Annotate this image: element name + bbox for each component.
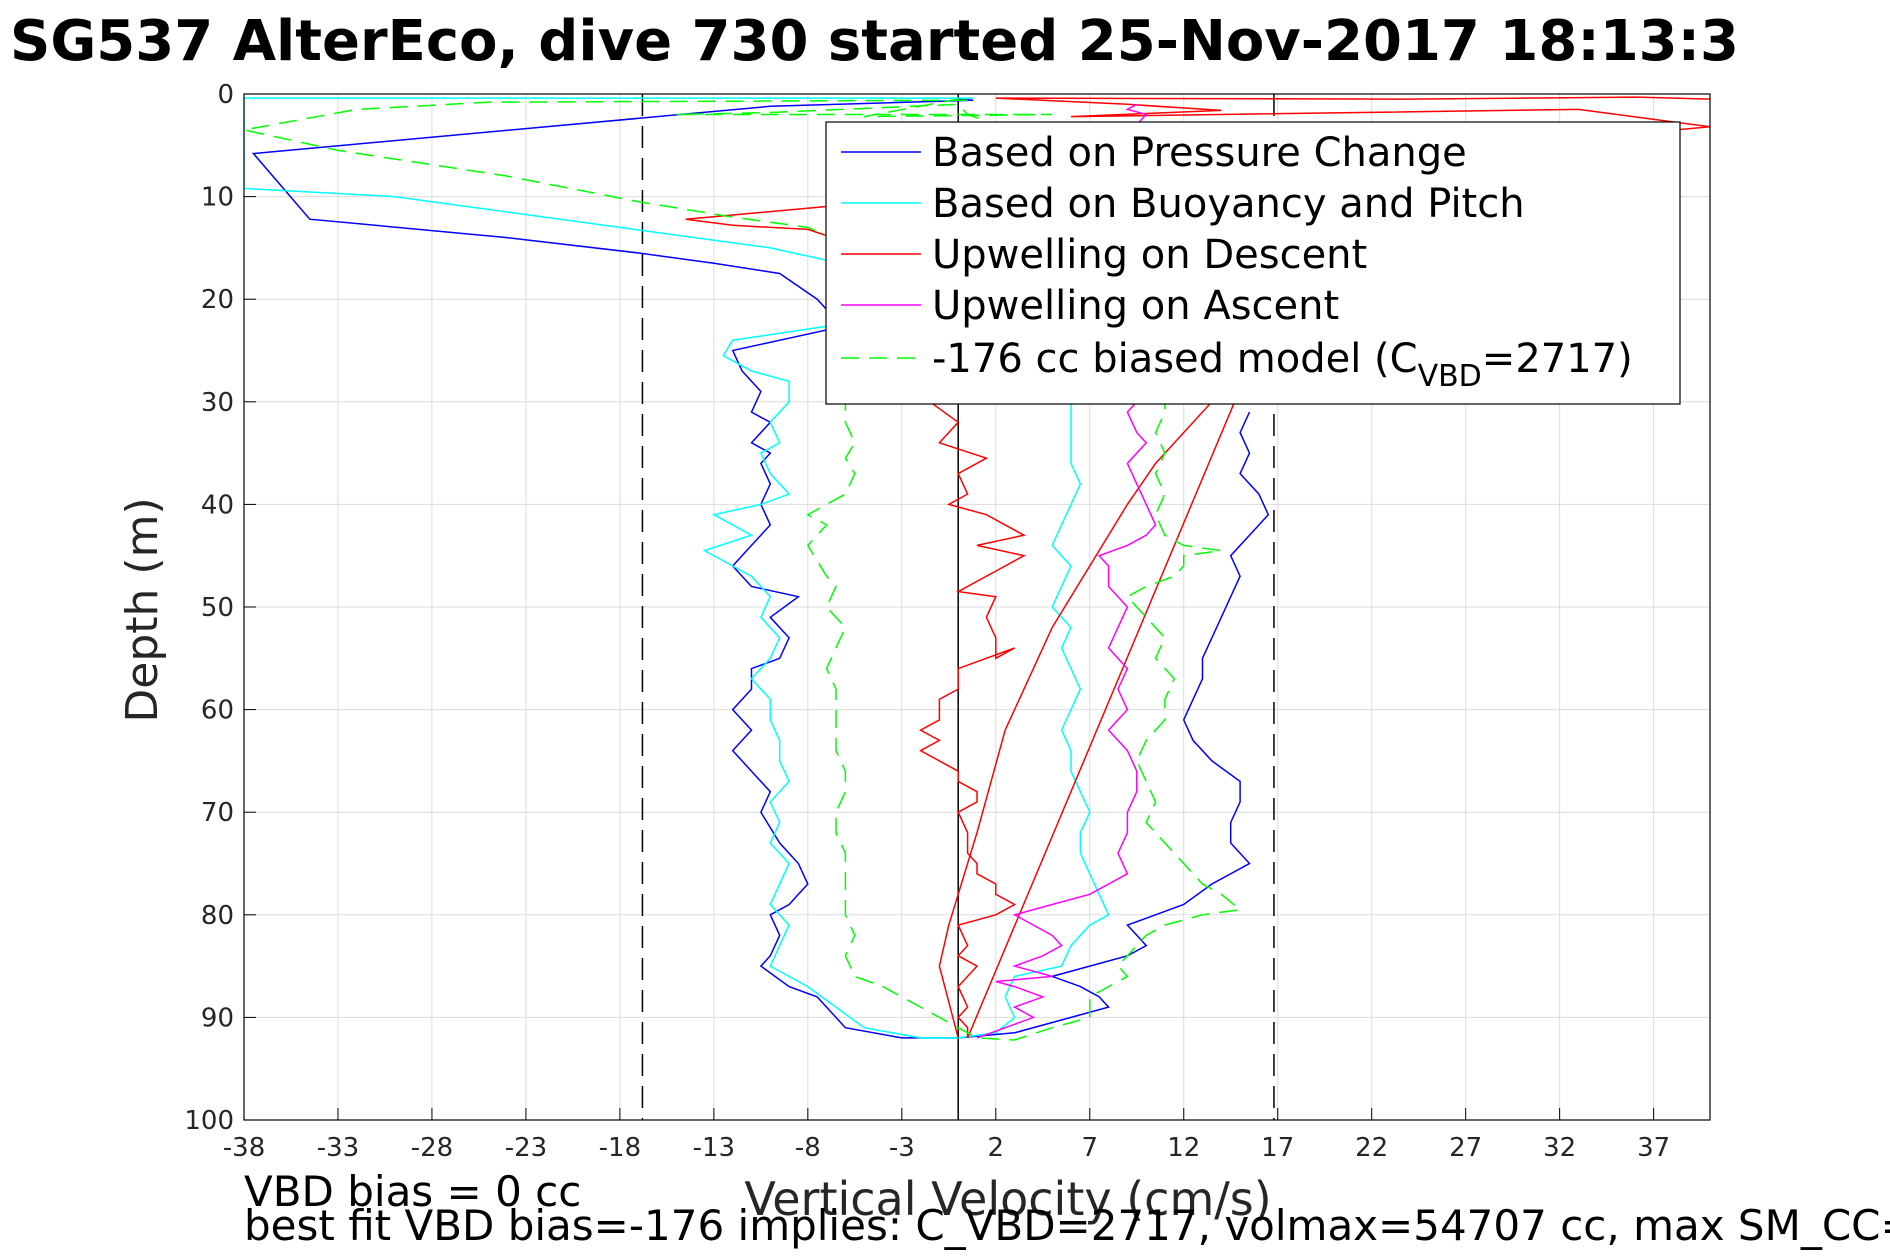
x-tick-label: 7 bbox=[1081, 1133, 1098, 1163]
x-tick-label: 27 bbox=[1449, 1133, 1482, 1163]
y-tick-label: 20 bbox=[201, 285, 234, 315]
legend-box bbox=[825, 121, 1681, 405]
y-tick-label: 90 bbox=[201, 1003, 234, 1033]
x-tick-label: -23 bbox=[505, 1133, 547, 1163]
x-tick-label: -18 bbox=[599, 1133, 641, 1163]
annotation-vbd-bias: VBD bias = 0 cc bbox=[244, 1167, 581, 1216]
x-tick-label: 2 bbox=[988, 1133, 1005, 1163]
series-line-1 bbox=[251, 98, 1270, 1039]
legend-label: -176 cc biased model (CVBD=2717) bbox=[932, 336, 1633, 394]
x-tick-label: 32 bbox=[1543, 1133, 1576, 1163]
x-tick-label: 12 bbox=[1167, 1133, 1200, 1163]
y-tick-label: 30 bbox=[201, 388, 234, 418]
legend-item: Upwelling on Descent bbox=[841, 232, 1367, 278]
y-tick-label: 100 bbox=[184, 1106, 234, 1136]
legend-item: Based on Pressure Change bbox=[841, 130, 1467, 176]
legend: Based on Pressure Change Based on Buoyan… bbox=[825, 121, 1681, 405]
x-tick-label: -38 bbox=[223, 1133, 265, 1163]
y-tick-label: 70 bbox=[201, 798, 234, 828]
x-tick-label: -28 bbox=[411, 1133, 453, 1163]
legend-item: Based on Buoyancy and Pitch bbox=[841, 181, 1525, 227]
x-tick-label: 37 bbox=[1637, 1133, 1670, 1163]
y-tick-label: 80 bbox=[201, 901, 234, 931]
legend-label-subscript: VBD bbox=[1418, 359, 1482, 394]
annotation-best-fit: best fit VBD bias=-176 implies: C_VBD=27… bbox=[244, 1201, 1890, 1250]
x-tick-label: 17 bbox=[1261, 1133, 1294, 1163]
y-tick-label: 50 bbox=[201, 593, 234, 623]
x-tick-label: -8 bbox=[795, 1133, 821, 1163]
x-axis-label: Vertical Velocity (cm/s) bbox=[744, 1172, 1271, 1226]
legend-label-main: -176 cc biased model (C bbox=[932, 336, 1418, 382]
x-tick-label: -33 bbox=[317, 1133, 359, 1163]
series-line-2 bbox=[244, 97, 1110, 1039]
y-axis-label: Depth (m) bbox=[117, 497, 168, 722]
y-tick-label: 10 bbox=[201, 183, 234, 213]
x-tick-label: -3 bbox=[889, 1133, 915, 1163]
chart-title: SG537 AlterEco, dive 730 started 25-Nov-… bbox=[10, 9, 1739, 74]
legend-label: Based on Buoyancy and Pitch bbox=[932, 181, 1525, 227]
axis-ticks: -38 -33 -28 -23 -18 -13 -8 -3 2 7 12 17 22 27 32 370102… bbox=[184, 80, 1670, 1163]
legend-item: Upwelling on Ascent bbox=[841, 283, 1339, 329]
y-tick-label: 40 bbox=[201, 490, 234, 520]
legend-label: Upwelling on Ascent bbox=[932, 283, 1339, 329]
legend-label-tail: =2717) bbox=[1482, 336, 1633, 382]
x-tick-label: -13 bbox=[693, 1133, 735, 1163]
legend-label: Upwelling on Descent bbox=[932, 232, 1367, 278]
x-tick-label: 22 bbox=[1355, 1133, 1388, 1163]
legend-label: Based on Pressure Change bbox=[932, 130, 1467, 176]
legend-item: -176 cc biased model (CVBD=2717) bbox=[841, 336, 1633, 394]
y-tick-label: 0 bbox=[217, 80, 234, 110]
y-tick-label: 60 bbox=[201, 696, 234, 726]
